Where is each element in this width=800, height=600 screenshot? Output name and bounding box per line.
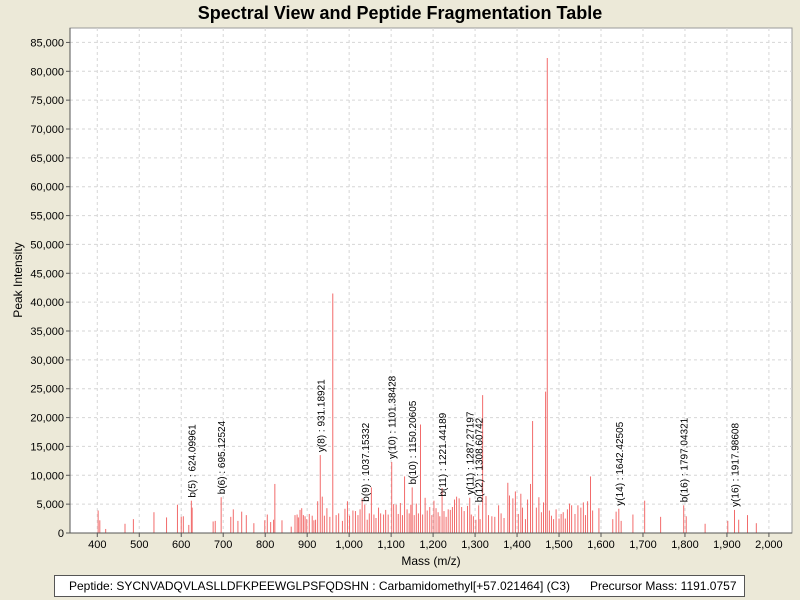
x-tick-label: 700 xyxy=(214,539,232,551)
y-tick-label: 20,000 xyxy=(30,413,64,425)
x-tick-label: 1,400 xyxy=(503,539,531,551)
x-tick-label: 1,700 xyxy=(629,539,657,551)
peak-annotation-label: b(10) : 1150.20605 xyxy=(408,400,419,484)
x-tick-label: 1,100 xyxy=(377,539,405,551)
y-tick-label: 25,000 xyxy=(30,384,64,396)
x-axis-label: Mass (m/z) xyxy=(401,554,460,568)
peak-annotation-label: y(10) : 1101.38428 xyxy=(388,375,399,459)
y-tick-label: 15,000 xyxy=(30,441,64,453)
axes xyxy=(69,28,792,534)
x-tick-label: 1,300 xyxy=(461,539,489,551)
x-tick-label: 1,900 xyxy=(713,539,741,551)
x-tick-label: 800 xyxy=(256,539,274,551)
y-tick-label: 0 xyxy=(58,528,64,540)
peak-annotation-label: y(16) : 1917.98608 xyxy=(730,423,741,507)
y-tick-label: 30,000 xyxy=(30,355,64,367)
y-tick-label: 85,000 xyxy=(30,37,64,49)
peak-annotation-label: b(12) : 1308.60742 xyxy=(475,417,486,502)
peak-annotation-label: b(6) : 695.12524 xyxy=(217,420,228,494)
x-tick-label: 2,000 xyxy=(755,539,783,551)
grid-lines xyxy=(70,28,792,533)
y-tick-label: 70,000 xyxy=(30,124,64,136)
plot-area xyxy=(69,27,793,534)
spectrum-chart: 400 500 600 700 800 900 1,000 1,100 1,200 1,300 1,… xyxy=(11,27,793,568)
y-tick-label: 60,000 xyxy=(30,182,64,194)
peak-annotation-label: b(16) : 1797.04321 xyxy=(680,417,691,502)
peak-annotation-label: y(11) : 1287.27197 xyxy=(466,411,477,495)
y-tick-label: 45,000 xyxy=(30,268,64,280)
y-ticks: 0 5,000 10,000 15,000 20,000 25,000 30,000 35,0… xyxy=(30,37,70,540)
y-tick-label: 50,000 xyxy=(30,239,64,251)
x-tick-label: 900 xyxy=(298,539,316,551)
y-tick-label: 75,000 xyxy=(30,95,64,107)
y-tick-label: 35,000 xyxy=(30,326,64,338)
x-tick-label: 1,500 xyxy=(545,539,573,551)
x-tick-label: 400 xyxy=(88,539,106,551)
peak-annotation-label: b(9) : 1037.15332 xyxy=(361,422,372,501)
peptide-sequence: Peptide: SYCNVADQVLASLLDFKPEEWGLPSFQDSHN… xyxy=(69,579,570,593)
x-tick-label: 1,800 xyxy=(671,539,699,551)
x-tick-label: 1,600 xyxy=(587,539,615,551)
peptide-info-bar: Peptide: SYCNVADQVLASLLDFKPEEWGLPSFQDSHN… xyxy=(54,575,745,597)
y-tick-label: 80,000 xyxy=(30,66,64,78)
peak-annotation-label: y(14) : 1642.42505 xyxy=(615,421,626,505)
y-tick-label: 40,000 xyxy=(30,297,64,309)
x-tick-label: 1,200 xyxy=(419,539,447,551)
precursor-mass: Precursor Mass: 1191.0757 xyxy=(589,579,737,593)
x-tick-label: 500 xyxy=(130,539,148,551)
x-ticks: 400 500 600 700 800 900 1,000 1,100 1,200 1,300 1,… xyxy=(88,533,783,551)
peak-annotation-label: y(8) : 931.18921 xyxy=(316,379,327,452)
x-tick-label: 1,000 xyxy=(335,539,363,551)
peak-annotation-label: b(11) : 1221.44189 xyxy=(438,412,449,496)
y-axis-label: Peak Intensity xyxy=(11,242,25,317)
peak-bars xyxy=(97,58,757,533)
peak-annotation-label: b(5) : 624.09961 xyxy=(187,424,198,498)
y-tick-label: 65,000 xyxy=(30,153,64,165)
x-tick-label: 600 xyxy=(172,539,190,551)
y-tick-label: 10,000 xyxy=(30,470,64,482)
y-tick-label: 5,000 xyxy=(36,499,64,511)
chart-title: Spectral View and Peptide Fragmentation … xyxy=(197,3,603,23)
peak-annotations: b(5) : 624.09961 b(6) : 695.12524 y(8) : 9… xyxy=(187,375,741,507)
y-tick-label: 55,000 xyxy=(30,211,64,223)
